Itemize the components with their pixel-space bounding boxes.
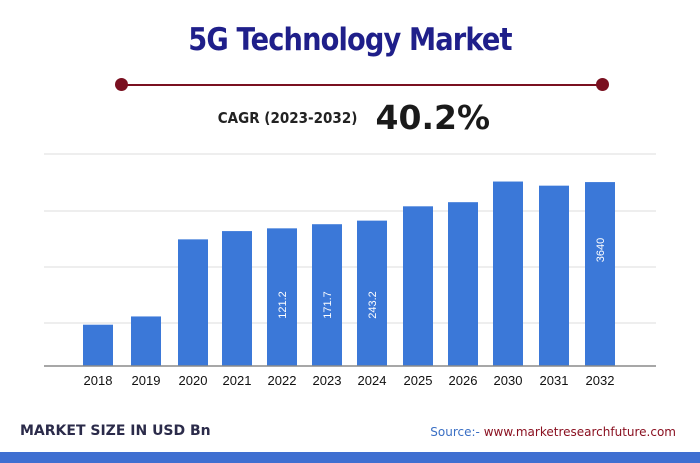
x-tick-label-2030: 2030 [494,373,523,388]
x-tick-label-2032: 2032 [586,373,615,388]
title-divider [122,84,603,86]
cagr-value: 40.2% [375,98,491,137]
source-credit: Source:- www.marketresearchfuture.com [430,425,676,439]
data-label-2022: 121.2 [277,291,289,319]
source-label: Source:- [430,425,480,439]
bar-2018 [83,324,113,366]
x-tick-label-2023: 2023 [313,373,342,388]
data-label-2024: 243.2 [367,291,379,319]
data-label-2023: 171.7 [322,291,334,319]
bar-2022 [267,228,297,366]
bar-2024 [357,220,387,366]
x-tick-label-2019: 2019 [132,373,161,388]
bar-2025 [403,206,433,366]
divider-dot-right [596,78,609,91]
bar-2032 [585,182,615,366]
bar-2021 [222,231,252,366]
x-tick-label-2025: 2025 [404,373,433,388]
data-label-2032: 3640 [595,238,607,262]
bar-2019 [131,316,161,366]
bottom-accent-bar [0,452,700,463]
chart-title: 5G Technology Market [188,22,512,58]
x-tick-label-2018: 2018 [84,373,113,388]
bar-2023 [312,224,342,366]
x-tick-label-2026: 2026 [449,373,478,388]
x-tick-label-2022: 2022 [268,373,297,388]
bar-2020 [178,239,208,366]
x-tick-label-2021: 2021 [223,373,252,388]
bar-2026 [448,202,478,366]
source-link[interactable]: www.marketresearchfuture.com [483,425,676,439]
cagr-label: CAGR (2023-2032) [217,108,358,127]
cagr-row: CAGR (2023-2032) 40.2% [0,98,700,137]
x-tick-label-2024: 2024 [358,373,387,388]
x-tick-label-2031: 2031 [540,373,569,388]
x-tick-label-2020: 2020 [179,373,208,388]
bar-2031 [539,185,569,366]
unit-label: MARKET SIZE IN USD Bn [20,423,211,439]
bar-2030 [493,181,523,366]
divider-dot-left [115,78,128,91]
